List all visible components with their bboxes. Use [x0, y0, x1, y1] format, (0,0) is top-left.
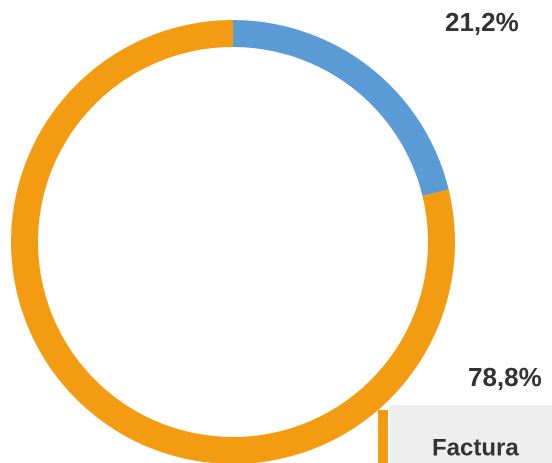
donut-slice: [233, 20, 449, 196]
legend-box: [390, 405, 552, 463]
legend-swatch: [378, 410, 388, 463]
data-label: 78,8%: [468, 362, 542, 392]
legend-label: Factura: [432, 434, 519, 461]
data-label: 21,2%: [445, 7, 519, 37]
